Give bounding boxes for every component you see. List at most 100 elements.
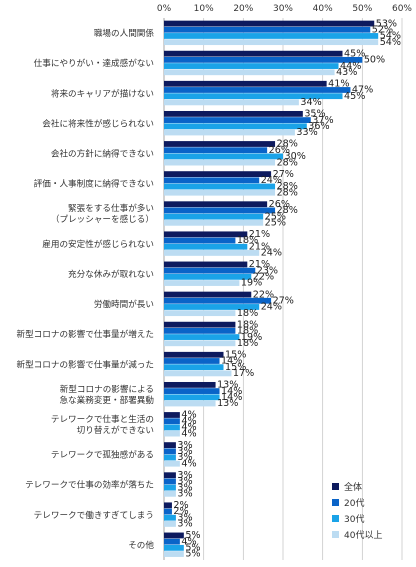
- bar: [164, 291, 252, 298]
- value-label: 54%: [380, 37, 401, 48]
- bar: [164, 490, 176, 497]
- value-label: 21%: [249, 241, 270, 252]
- bar: [164, 250, 260, 256]
- x-axis-ticks: 0% 10% 20% 30% 40% 50% 60%: [157, 4, 413, 14]
- bar: [164, 231, 248, 238]
- bar: [164, 358, 220, 364]
- bar: [164, 50, 343, 57]
- x-tick-label: 50%: [352, 4, 372, 14]
- value-label: 13%: [217, 398, 238, 409]
- bar: [164, 261, 248, 268]
- value-label: 5%: [185, 543, 200, 554]
- bar: [164, 129, 295, 136]
- bar: [164, 123, 307, 130]
- value-label: 19%: [241, 332, 262, 343]
- bar: [164, 448, 176, 455]
- x-tick-label: 30%: [273, 4, 293, 14]
- bar: [164, 400, 216, 407]
- bar: [164, 147, 268, 154]
- value-label: 37%: [312, 115, 333, 126]
- legend-label: 30代: [344, 514, 364, 525]
- legend-swatch: [332, 531, 339, 538]
- value-label: 18%: [237, 308, 258, 319]
- value-label: 22%: [253, 289, 274, 300]
- x-tick-label: 40%: [313, 4, 333, 14]
- bar: [164, 280, 240, 286]
- value-label: 34%: [300, 97, 321, 108]
- bar: [164, 219, 264, 226]
- legend-label: 20代: [344, 498, 364, 509]
- category-label: 会社の方針に納得できない: [51, 148, 154, 160]
- bar: [164, 454, 176, 461]
- bar: [164, 351, 224, 358]
- bar: [164, 508, 172, 515]
- bars: [164, 20, 379, 557]
- value-label: 14%: [221, 356, 242, 367]
- bar: [164, 381, 216, 388]
- value-label: 47%: [352, 85, 373, 96]
- category-label: 将来のキャリアが描けない: [51, 87, 154, 99]
- value-label: 36%: [308, 121, 329, 132]
- bar: [164, 237, 236, 244]
- value-label: 3%: [177, 489, 192, 500]
- bar: [164, 159, 276, 166]
- value-label: 50%: [364, 55, 385, 66]
- bar: [164, 304, 260, 310]
- bar: [164, 370, 232, 377]
- value-label: 24%: [261, 175, 282, 186]
- category-label: 緊張をする仕事が多い（プレッシャーを感じる）: [51, 202, 154, 225]
- value-label: 18%: [237, 326, 258, 337]
- x-tick-label: 20%: [233, 4, 253, 14]
- category-label: 評価・人事制度に納得できない: [34, 178, 154, 190]
- value-label: 4%: [181, 422, 196, 433]
- value-label: 28%: [277, 205, 298, 216]
- bar: [164, 69, 335, 76]
- value-label: 15%: [225, 362, 246, 373]
- value-label: 41%: [328, 78, 349, 89]
- value-label: 3%: [177, 446, 192, 457]
- bar: [164, 99, 299, 106]
- category-label: 仕事にやりがい・達成感がない: [34, 57, 154, 69]
- value-label: 23%: [257, 265, 278, 276]
- value-labels: 53%52%54%54%45%50%44%43%41%47%45%34%35%3…: [173, 18, 401, 559]
- value-label: 28%: [277, 187, 298, 198]
- bar: [164, 201, 268, 208]
- category-label: 雇用の安定性が感じられない: [42, 238, 154, 250]
- bar: [164, 153, 283, 160]
- value-label: 22%: [253, 272, 274, 283]
- value-label: 28%: [277, 157, 298, 168]
- category-label: 充分な休みが取れない: [68, 268, 154, 280]
- value-label: 25%: [265, 218, 286, 229]
- value-label: 4%: [181, 416, 196, 427]
- bar: [164, 310, 236, 317]
- bar: [164, 213, 264, 220]
- category-labels: 職場の人間関係仕事にやりがい・達成感がない将来のキャリアが描けない会社に将来性が…: [16, 27, 154, 551]
- value-label: 18%: [237, 338, 258, 349]
- bar: [164, 538, 180, 545]
- category-label: テレワークで孤独感がある: [51, 449, 154, 461]
- value-label: 26%: [269, 199, 290, 210]
- value-label: 24%: [261, 302, 282, 313]
- bar: [164, 110, 303, 117]
- bar: [164, 484, 176, 491]
- bar: [164, 551, 184, 557]
- category-label: 職場の人間関係: [94, 27, 155, 39]
- bar: [164, 243, 248, 250]
- bar: [164, 20, 375, 27]
- value-label: 21%: [249, 259, 270, 270]
- legend-label: 全体: [344, 481, 362, 493]
- legend-swatch: [332, 515, 339, 522]
- bar: [164, 39, 379, 46]
- bar: [164, 472, 176, 479]
- value-label: 4%: [181, 428, 196, 439]
- value-label: 13%: [217, 380, 238, 391]
- value-label: 45%: [344, 48, 365, 59]
- x-tick-label: 0%: [157, 4, 172, 14]
- bar: [164, 273, 252, 280]
- category-label: テレワークで仕事の効率が落ちた: [25, 479, 154, 491]
- value-label: 4%: [181, 536, 196, 547]
- value-label: 26%: [269, 145, 290, 156]
- bar: [164, 189, 276, 196]
